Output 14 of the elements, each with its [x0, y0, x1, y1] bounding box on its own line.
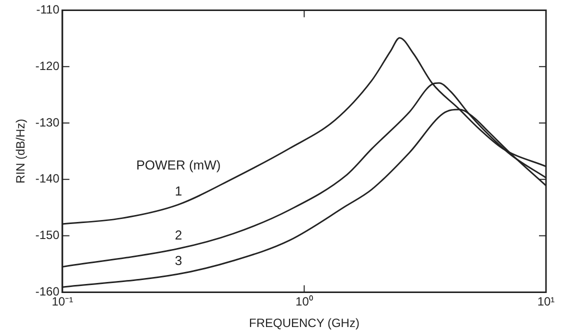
y-tick-label: -150	[35, 228, 60, 242]
x-tick-label: 10⁻¹	[52, 294, 74, 309]
y-tick-label: -140	[35, 172, 60, 186]
y-tick-label: -110	[36, 2, 60, 17]
y-tick-label: -130	[35, 115, 60, 130]
y-axis-title: RIN (dB/Hz)	[14, 118, 28, 184]
series-label: 2	[174, 228, 182, 243]
x-tick-label: 10¹	[537, 294, 555, 309]
series-label: 1	[174, 184, 182, 199]
x-tick-label: 10⁰	[296, 294, 313, 309]
x-axis-title: FREQUENCY (GHz)	[248, 316, 360, 330]
legend-title: POWER (mW)	[136, 158, 221, 173]
series-label: 3	[174, 253, 182, 268]
y-tick-label: -120	[35, 58, 60, 73]
